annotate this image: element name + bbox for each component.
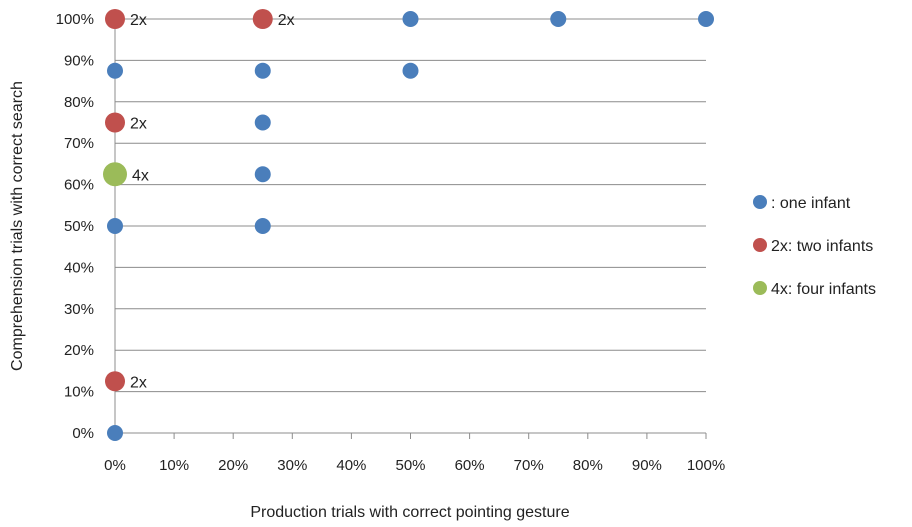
y-tick-label: 100% [56, 11, 94, 28]
legend: : one infant 2x: two infants 4x: four infa… [753, 195, 876, 298]
x-axis-title: Production trials with correct pointing … [250, 504, 569, 521]
point-annotations: 2x 2x 2x 4x 2x [130, 12, 295, 391]
x-tick-label: 20% [218, 457, 248, 474]
y-tick-label: 30% [64, 301, 94, 318]
y-tick-label: 80% [64, 94, 94, 111]
legend-label: 2x: two infants [771, 238, 873, 255]
x-tick-label: 90% [632, 457, 662, 474]
axes [114, 19, 707, 439]
gridlines [115, 18, 706, 393]
x-tick-label: 70% [514, 457, 544, 474]
data-point [698, 11, 714, 27]
data-point [550, 11, 567, 27]
legend-label: : one infant [771, 195, 851, 212]
data-points [103, 9, 714, 441]
x-tick-label: 30% [277, 457, 307, 474]
y-tick-label: 40% [64, 259, 94, 276]
data-point [105, 371, 125, 392]
data-point [402, 62, 419, 79]
data-point [105, 9, 125, 29]
point-count-label: 4x [132, 167, 149, 184]
y-tick-labels: 0% 10% 20% 30% 40% 50% 60% 70% 80% 90% 100% [56, 11, 94, 442]
point-count-label: 2x [130, 116, 147, 133]
data-point [254, 218, 271, 234]
x-tick-label: 80% [573, 457, 603, 474]
x-tick-label: 60% [455, 457, 485, 474]
data-point [254, 62, 271, 79]
y-tick-label: 90% [64, 52, 94, 69]
data-point [402, 11, 419, 27]
point-count-label: 2x [278, 12, 295, 29]
data-point [107, 218, 123, 234]
y-tick-label: 20% [64, 342, 94, 359]
x-tick-label: 40% [336, 457, 366, 474]
y-tick-label: 10% [64, 384, 94, 401]
y-tick-label: 70% [64, 135, 94, 152]
legend-marker [753, 238, 767, 252]
data-point [107, 62, 123, 79]
x-tick-label: 100% [687, 457, 725, 474]
point-count-label: 2x [130, 374, 147, 391]
legend-label: 4x: four infants [771, 281, 876, 298]
y-axis-title: Comprehension trials with correct search [9, 81, 26, 371]
legend-marker [753, 195, 767, 209]
data-point [254, 114, 271, 131]
data-point [105, 112, 125, 133]
legend-marker [753, 281, 767, 295]
point-count-label: 2x [130, 12, 147, 29]
x-tick-labels: 0% 10% 20% 30% 40% 50% 60% 70% 80% 90% 100% [104, 457, 725, 474]
y-tick-label: 0% [72, 425, 94, 442]
y-tick-label: 60% [64, 177, 94, 194]
x-tick-label: 0% [104, 457, 126, 474]
data-point [252, 9, 273, 29]
x-tick-label: 50% [395, 457, 425, 474]
y-tick-label: 50% [64, 218, 94, 235]
x-tick-label: 10% [159, 457, 189, 474]
data-point [103, 162, 127, 187]
data-point [107, 425, 123, 441]
data-point [254, 166, 271, 183]
